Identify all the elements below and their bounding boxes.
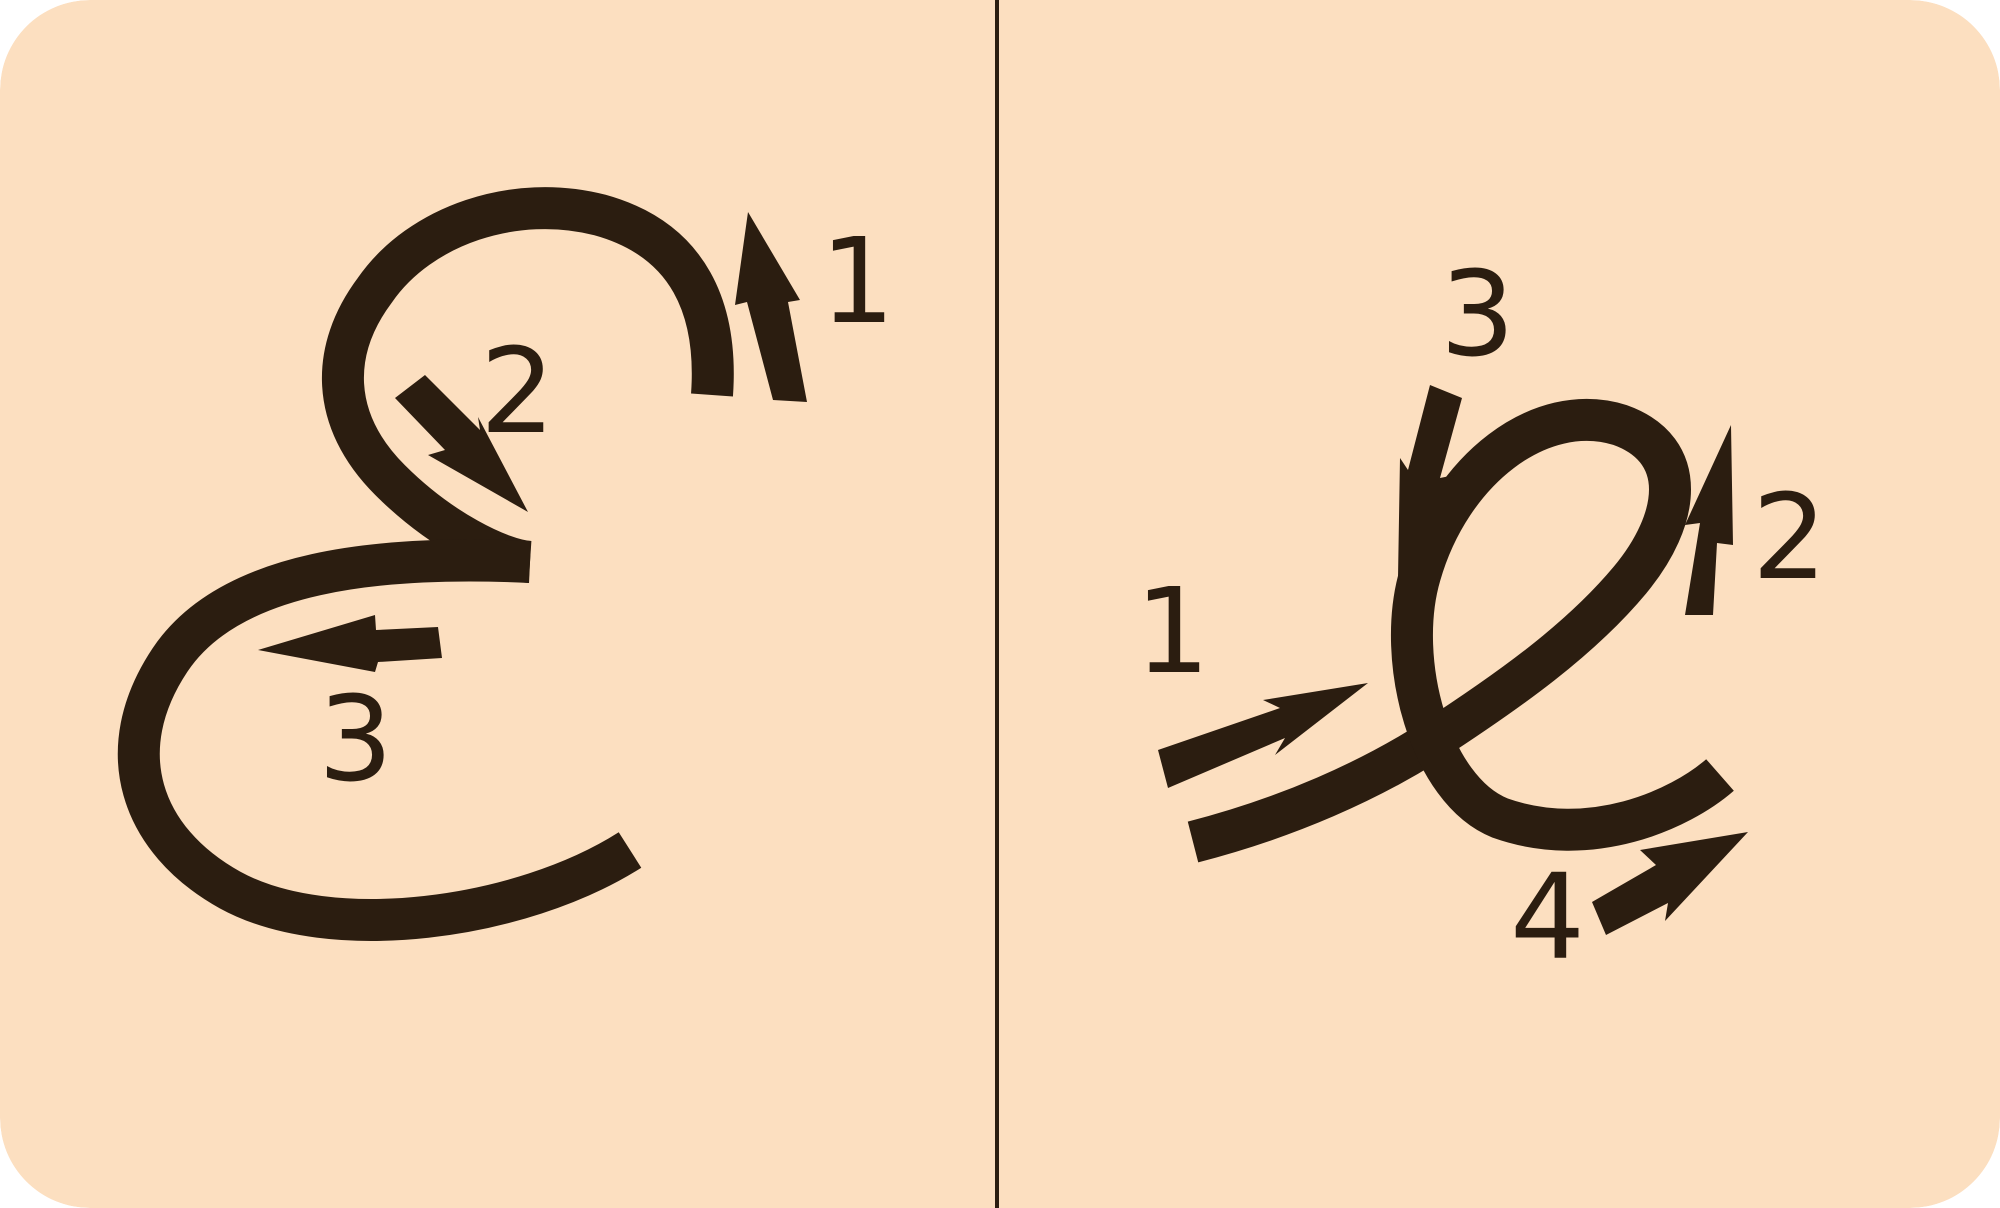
- right-letter-loop: [1390, 399, 1734, 851]
- left-step-label-3: 3: [318, 670, 393, 808]
- left-letter-panel: 1 2 3: [117, 187, 895, 941]
- right-arrow-4: [1592, 832, 1748, 935]
- right-arrow-3: [1398, 385, 1462, 578]
- right-arrow-1: [1158, 683, 1368, 788]
- left-arrow-2: [395, 375, 528, 512]
- right-step-label-4: 4: [1510, 848, 1585, 986]
- right-step-label-1: 1: [1135, 562, 1210, 700]
- right-letter-lead-in: [1187, 724, 1442, 863]
- right-arrow-2: [1685, 425, 1733, 615]
- left-step-label-1: 1: [820, 212, 895, 350]
- left-arrow-1: [735, 212, 807, 402]
- left-letter-upper-loop: [322, 187, 734, 583]
- right-letter-panel: 1 2 3 4: [1135, 245, 1827, 986]
- left-letter-lower-curve: [117, 539, 642, 941]
- right-step-label-2: 2: [1752, 468, 1827, 606]
- right-step-label-3: 3: [1440, 245, 1515, 383]
- left-step-label-2: 2: [480, 322, 555, 460]
- left-arrow-3: [258, 615, 442, 672]
